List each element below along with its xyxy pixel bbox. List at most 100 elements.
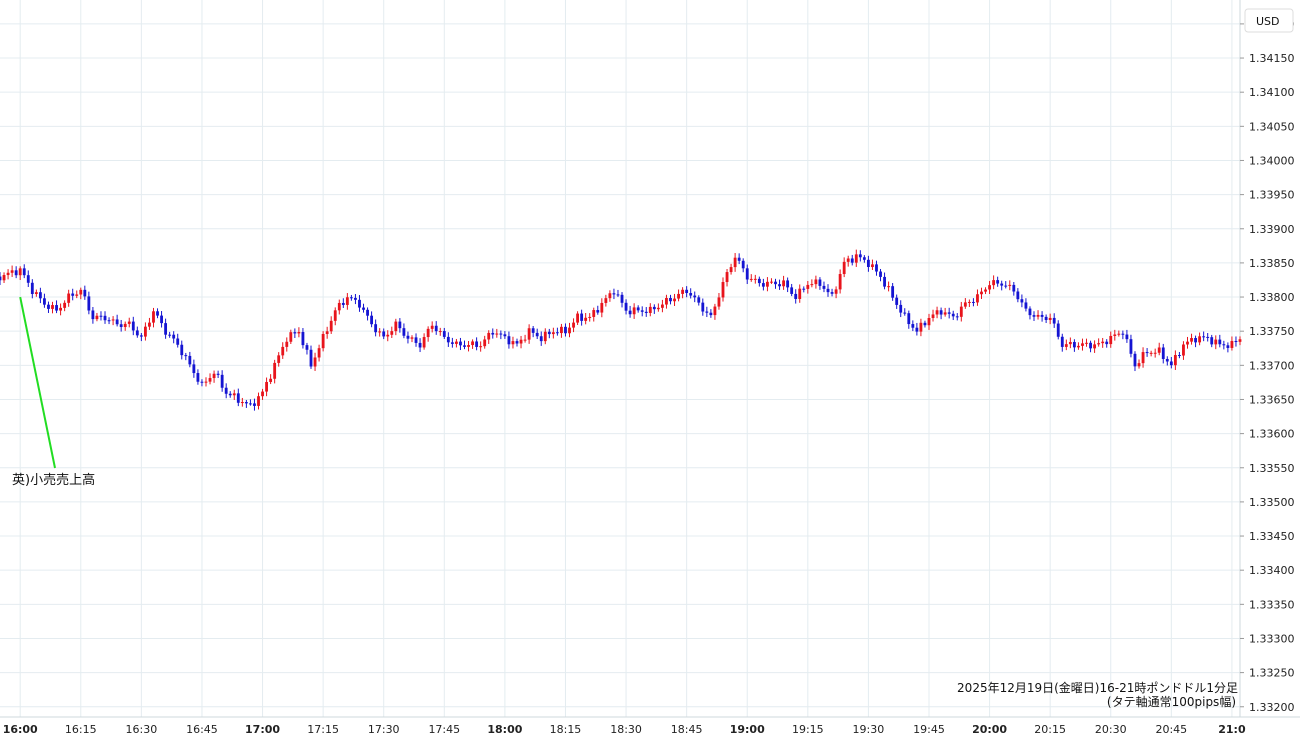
candle-body <box>592 310 596 317</box>
candle-body <box>636 307 640 311</box>
candle-body <box>560 326 563 334</box>
candle-body <box>701 302 705 312</box>
candle-body <box>838 274 842 290</box>
candle-body <box>366 309 369 316</box>
candle-body <box>148 322 151 327</box>
candle-body <box>1238 339 1242 342</box>
candle-body <box>370 315 374 325</box>
candle-body <box>515 341 519 344</box>
candle-body <box>51 305 54 309</box>
candle-body <box>713 306 717 316</box>
candle-body <box>717 297 721 307</box>
candle-body <box>1157 347 1161 353</box>
candle-body <box>67 293 71 303</box>
candle-body <box>442 331 446 337</box>
candle-body <box>1000 283 1004 286</box>
candle-body <box>285 341 289 347</box>
candle-body <box>455 341 458 344</box>
candle-body <box>499 333 503 335</box>
candle-body <box>261 391 264 397</box>
candle-body <box>612 293 616 295</box>
candle-body <box>972 301 975 303</box>
candle-body <box>313 357 317 367</box>
candle-body <box>1230 341 1234 348</box>
time-tick-label: 18:45 <box>671 723 703 736</box>
candle-body <box>14 270 18 276</box>
candle-body <box>685 289 689 294</box>
candle-body <box>1145 352 1149 354</box>
candle-body <box>430 325 434 329</box>
candle-body <box>761 283 765 287</box>
candle-body <box>325 331 329 334</box>
price-axis-labels: 1.342001.341501.341001.340501.340001.339… <box>1240 18 1295 714</box>
candle-body <box>753 278 757 280</box>
candle-body <box>830 292 834 294</box>
candle-body <box>766 281 769 287</box>
price-tick-label: 1.33200 <box>1249 701 1295 714</box>
candle-body <box>22 268 26 276</box>
candle-body <box>253 403 256 406</box>
candle-body <box>600 302 604 313</box>
candle-body <box>107 320 111 322</box>
candle-body <box>628 310 632 315</box>
candle-body <box>1056 323 1060 337</box>
candle-body <box>895 297 899 305</box>
candle-body <box>1226 345 1230 348</box>
candle-body <box>580 313 584 321</box>
candle-body <box>608 293 612 299</box>
price-tick-label: 1.33600 <box>1249 428 1295 441</box>
candle-body <box>220 374 224 388</box>
candle-body <box>1008 284 1012 286</box>
price-tick-label: 1.33300 <box>1249 632 1295 645</box>
candle-body <box>1101 341 1105 344</box>
candle-body <box>467 345 470 347</box>
price-tick-label: 1.33950 <box>1249 189 1295 202</box>
candle-body <box>119 324 123 328</box>
price-tick-label: 1.34150 <box>1249 52 1295 65</box>
candle-body <box>265 381 268 392</box>
time-tick-label: 20:15 <box>1034 723 1066 736</box>
candle-body <box>309 349 313 367</box>
time-tick-label: 17:00 <box>245 723 280 736</box>
time-axis-labels: 16:00 16:15 16:30 16:45 17:00 17:15 17:30 17:45… <box>3 723 1246 736</box>
candle-body <box>475 341 479 347</box>
candle-body <box>1024 302 1028 309</box>
candle-body <box>1052 317 1056 324</box>
candle-body <box>390 331 394 335</box>
candle-body <box>305 345 309 350</box>
candle-body <box>479 346 483 348</box>
candle-body <box>749 278 753 280</box>
candle-body <box>345 297 349 305</box>
candle-body <box>281 346 285 356</box>
candle-body <box>34 292 38 295</box>
candle-body <box>963 302 967 307</box>
candle-body <box>729 267 733 273</box>
candle-body <box>826 288 830 293</box>
candle-body <box>317 348 321 358</box>
candle-body <box>386 334 390 337</box>
candle-body <box>184 355 188 357</box>
currency-badge[interactable] <box>1244 8 1294 33</box>
candle-body <box>156 311 159 316</box>
candle-body <box>527 328 531 340</box>
candle-body <box>955 316 959 318</box>
candle-body <box>564 326 567 334</box>
candle-body <box>139 335 143 337</box>
candle-body <box>669 297 672 302</box>
candle-body <box>1068 341 1072 345</box>
candle-body <box>523 339 527 341</box>
candle-body <box>988 285 991 290</box>
candle-body <box>915 327 919 332</box>
candle-body <box>321 333 325 349</box>
candle-body <box>911 324 915 328</box>
candle-body <box>329 320 333 332</box>
candle-body <box>446 336 450 343</box>
candle-body <box>822 285 826 289</box>
time-tick-label: 16:15 <box>65 723 97 736</box>
candle-body <box>576 313 580 323</box>
candle-body <box>992 280 996 286</box>
candle-body <box>483 339 487 347</box>
candle-body <box>95 315 99 320</box>
time-tick-label: 17:30 <box>368 723 400 736</box>
